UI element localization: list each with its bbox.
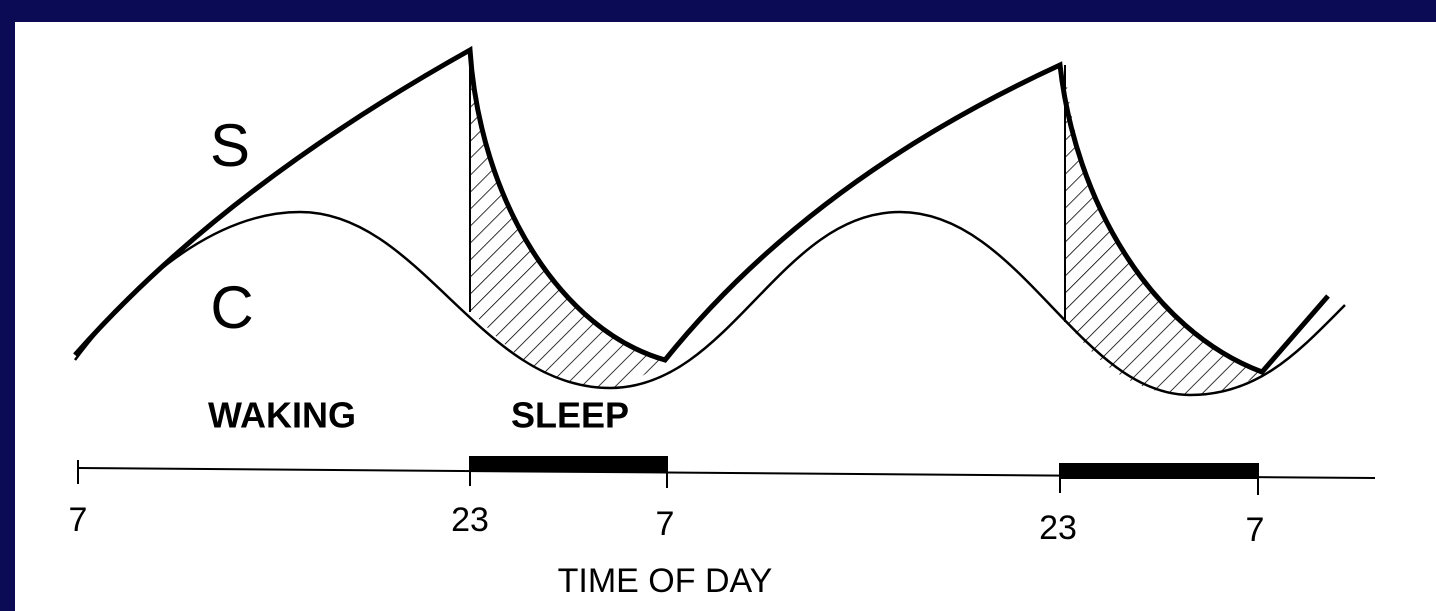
process-s-curve (73, 45, 1330, 375)
tick-label: 7 (656, 505, 675, 543)
waking-label: WAKING (208, 395, 356, 436)
s-label: S (210, 112, 250, 179)
sleep-bar (1060, 463, 1258, 479)
axis-title: TIME OF DAY (558, 562, 773, 600)
tick-label: 23 (451, 501, 489, 539)
axis-ticks (77, 456, 1259, 495)
sleep-pressure-area (470, 52, 665, 388)
tick-label: 23 (1039, 509, 1077, 547)
panel (15, 22, 1436, 611)
top-band (0, 0, 1436, 22)
process-c-curve (74, 210, 1346, 397)
sleep-bar (470, 456, 667, 472)
tick-label: 7 (1246, 511, 1265, 549)
sleep-pressure-area (1065, 65, 1262, 395)
c-label: C (210, 274, 253, 341)
sleep-label: SLEEP (511, 395, 629, 436)
tick-label: 7 (69, 501, 88, 539)
